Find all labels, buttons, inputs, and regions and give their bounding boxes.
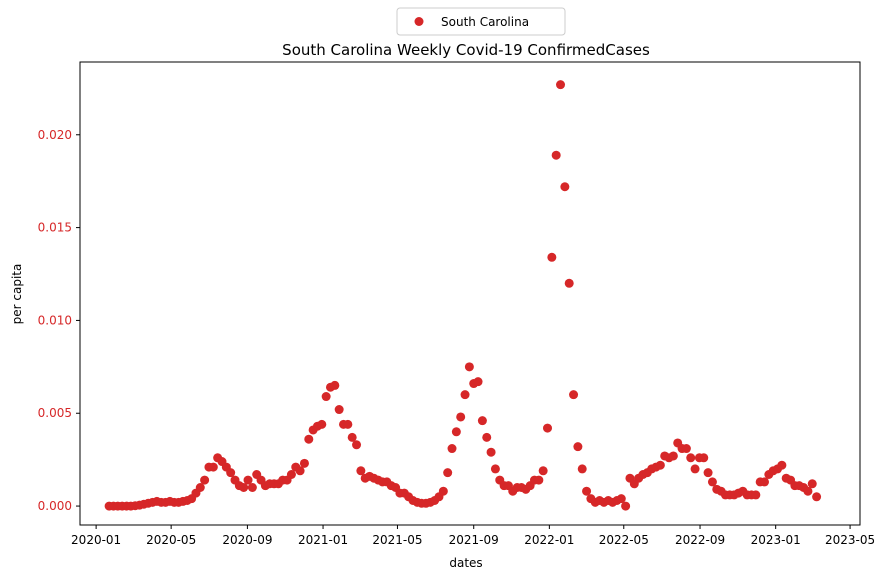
point <box>347 432 357 442</box>
point <box>295 466 305 476</box>
point <box>547 252 557 262</box>
point <box>243 475 253 485</box>
point <box>477 416 487 426</box>
point <box>707 477 717 487</box>
point <box>551 150 561 160</box>
x-tick-label: 2023-01 <box>751 533 801 547</box>
point <box>195 482 205 492</box>
point <box>438 486 448 496</box>
point <box>456 412 466 422</box>
point <box>582 486 592 496</box>
point <box>807 479 817 489</box>
point <box>573 442 583 452</box>
point <box>534 475 544 485</box>
point <box>443 468 453 478</box>
point <box>321 392 331 402</box>
point <box>200 475 210 485</box>
legend-box <box>396 7 566 36</box>
y-tick-label: 0.015 <box>38 221 72 235</box>
point <box>703 468 713 478</box>
point <box>356 466 366 476</box>
chart-title: South Carolina Weekly Covid-19 Confirmed… <box>282 41 650 59</box>
point <box>560 182 570 192</box>
point <box>564 278 574 288</box>
point <box>751 490 761 500</box>
point <box>655 460 665 470</box>
point <box>681 444 691 454</box>
point <box>208 462 218 472</box>
point <box>486 447 496 457</box>
point <box>616 494 626 504</box>
point <box>668 451 678 461</box>
point <box>226 468 236 478</box>
point <box>299 458 309 468</box>
point <box>577 464 587 474</box>
point <box>569 390 579 400</box>
point <box>464 362 474 372</box>
point <box>482 432 492 442</box>
point <box>543 423 553 433</box>
y-axis-label: per capita <box>10 264 24 325</box>
point <box>247 482 257 492</box>
point <box>803 486 813 496</box>
y-tick-label: 0.020 <box>38 128 72 142</box>
x-tick-label: 2021-05 <box>372 533 422 547</box>
point <box>330 380 340 390</box>
x-tick-label: 2020-05 <box>146 533 196 547</box>
y-tick-label: 0.010 <box>38 313 72 327</box>
point <box>556 80 566 90</box>
x-tick-label: 2020-01 <box>71 533 121 547</box>
legend-marker <box>414 17 424 26</box>
point <box>538 466 548 476</box>
point <box>447 444 457 454</box>
plot-frame <box>79 61 861 526</box>
point <box>760 477 770 487</box>
x-tick-label: 2022-01 <box>524 533 574 547</box>
y-tick-label: 0.005 <box>38 406 72 420</box>
point <box>286 470 296 480</box>
point <box>317 419 327 429</box>
point <box>690 464 700 474</box>
point <box>451 427 461 437</box>
point <box>334 405 344 415</box>
y-tick-label: 0.000 <box>38 499 72 513</box>
point <box>304 434 314 444</box>
point <box>812 492 822 502</box>
point <box>621 501 631 511</box>
x-tick-label: 2020-09 <box>222 533 272 547</box>
x-tick-label: 2021-01 <box>298 533 348 547</box>
x-tick-label: 2022-05 <box>599 533 649 547</box>
point <box>699 453 709 463</box>
legend-label: South Carolina <box>441 15 529 29</box>
x-axis-label: dates <box>449 556 482 570</box>
point <box>473 377 483 387</box>
point <box>490 464 500 474</box>
point <box>352 440 362 450</box>
point <box>777 460 787 470</box>
x-tick-label: 2023-05 <box>825 533 875 547</box>
x-tick-label: 2022-09 <box>675 533 725 547</box>
point <box>343 419 353 429</box>
point <box>686 453 696 463</box>
x-tick-label: 2021-09 <box>449 533 499 547</box>
point <box>460 390 470 400</box>
point <box>239 482 249 492</box>
